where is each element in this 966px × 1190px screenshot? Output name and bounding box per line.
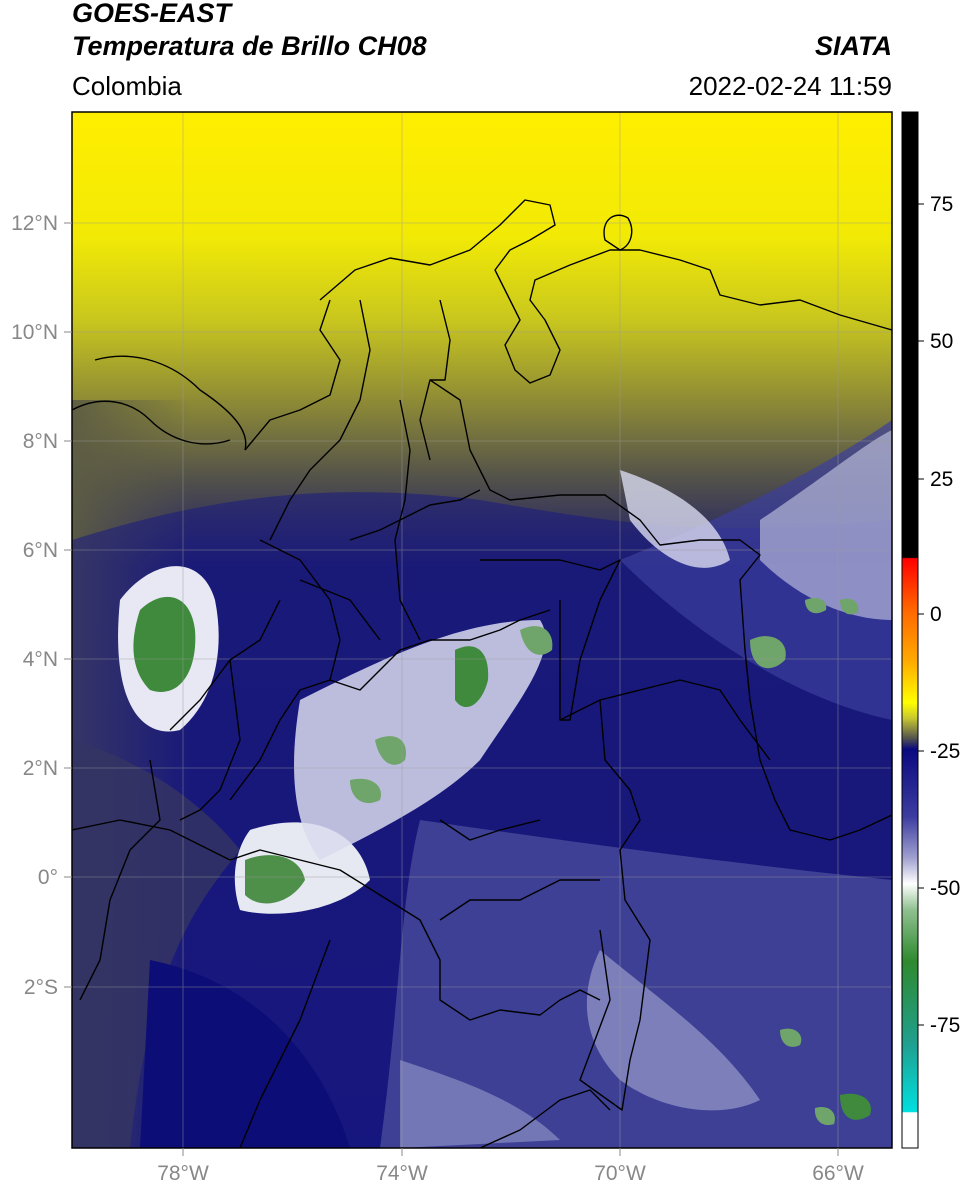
plot-frame xyxy=(71,111,893,1149)
lat-tick-label: 2°N xyxy=(23,757,58,780)
lat-axis: 12°N 10°N 8°N 6°N 4°N 2°N 0° 2°S xyxy=(11,212,72,999)
lat-tick-label: 12°N xyxy=(11,212,58,235)
colorbar-tick-label: -25 xyxy=(930,740,960,763)
agency-label: SIATA xyxy=(815,31,892,61)
colorbar-tick-label: 75 xyxy=(930,193,953,216)
colorbar: 75 50 25 0 -25 -50 -75 xyxy=(901,111,960,1149)
lat-tick-label: 0° xyxy=(38,866,58,889)
product-title: Temperatura de Brillo CH08 xyxy=(72,31,427,61)
lat-tick-label: 8°N xyxy=(23,430,58,453)
brightness-temperature-field xyxy=(72,112,892,1148)
colorbar-ramp xyxy=(901,111,919,1149)
datetime-label: 2022-02-24 11:59 xyxy=(688,71,892,101)
lat-tick-label: 2°S xyxy=(24,976,58,999)
region-label: Colombia xyxy=(72,71,182,101)
lon-tick-label: 70°W xyxy=(594,1162,646,1185)
lon-axis: 78°W 74°W 70°W 66°W xyxy=(157,1148,864,1185)
colorbar-tick-label: 25 xyxy=(930,468,953,491)
colorbar-tick-label: -75 xyxy=(930,1014,960,1037)
colorbar-tick-label: 0 xyxy=(930,603,942,626)
lat-tick-label: 10°N xyxy=(11,321,58,344)
boundaries xyxy=(72,199,892,1148)
colorbar-tick-label: 50 xyxy=(930,330,953,353)
lat-tick-label: 6°N xyxy=(23,539,58,562)
lon-tick-label: 74°W xyxy=(376,1162,428,1185)
lon-tick-label: 66°W xyxy=(812,1162,864,1185)
satellite-title: GOES-EAST xyxy=(72,0,232,28)
graticule xyxy=(72,112,892,1148)
lon-tick-label: 78°W xyxy=(157,1162,209,1185)
colorbar-tick-label: -50 xyxy=(930,877,960,900)
lat-tick-label: 4°N xyxy=(23,648,58,671)
